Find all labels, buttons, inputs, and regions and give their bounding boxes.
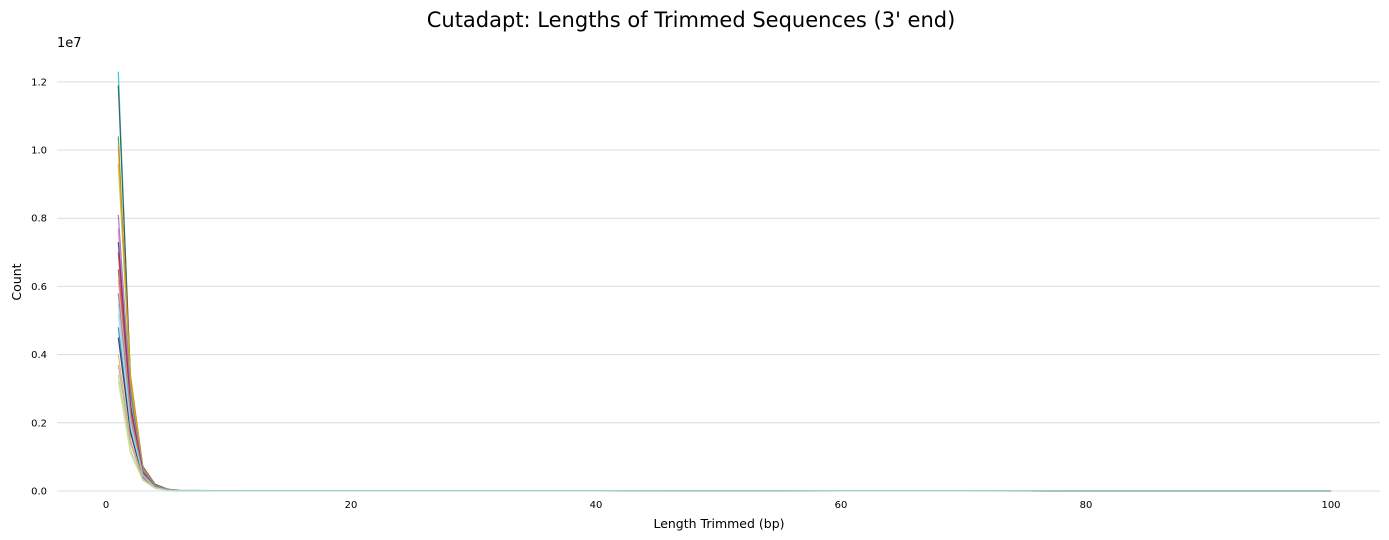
- series-line: [117, 269, 1331, 492]
- x-tick-label: 40: [590, 500, 603, 511]
- series-line: [117, 313, 1331, 492]
- y-axis-ticks: 0.0 0.2 0.4 0.6 0.8 1.0 1.2: [31, 77, 47, 497]
- y-axis-label: Count: [9, 263, 24, 300]
- gridlines: [57, 81, 1380, 492]
- series-line: [117, 252, 1331, 492]
- x-axis-ticks: 0 20 40 60 80 100: [103, 500, 1341, 511]
- series-line: [117, 303, 1331, 492]
- y-tick-label: 0.4: [31, 350, 47, 361]
- series-line: [117, 85, 1331, 492]
- series-line: [117, 228, 1331, 492]
- x-tick-label: 0: [103, 500, 109, 511]
- x-tick-label: 60: [835, 500, 848, 511]
- series-line: [117, 327, 1331, 492]
- series-line: [117, 242, 1331, 492]
- x-tick-label: 20: [345, 500, 358, 511]
- y-axis-scale-label: 1e7: [57, 36, 82, 51]
- y-tick-label: 0.0: [31, 487, 47, 498]
- chart-title: Cutadapt: Lengths of Trimmed Sequences (…: [427, 8, 956, 32]
- series-line: [117, 136, 1331, 492]
- series-line: [117, 214, 1331, 492]
- series-line: [117, 364, 1331, 492]
- y-tick-label: 1.2: [31, 77, 47, 88]
- series-lines: [117, 71, 1331, 492]
- y-tick-label: 0.8: [31, 214, 47, 225]
- series-line: [117, 146, 1331, 492]
- x-tick-label: 80: [1080, 500, 1093, 511]
- series-line: [117, 163, 1331, 492]
- y-tick-label: 0.6: [31, 282, 47, 293]
- series-line: [117, 337, 1331, 492]
- y-tick-label: 0.2: [31, 418, 47, 429]
- series-line: [117, 375, 1331, 492]
- series-line: [117, 381, 1331, 492]
- series-line: [117, 71, 1331, 492]
- series-line: [117, 293, 1331, 492]
- x-axis-label: Length Trimmed (bp): [653, 516, 784, 531]
- y-tick-label: 1.0: [31, 146, 47, 157]
- series-line: [117, 279, 1331, 492]
- x-tick-label: 100: [1321, 500, 1340, 511]
